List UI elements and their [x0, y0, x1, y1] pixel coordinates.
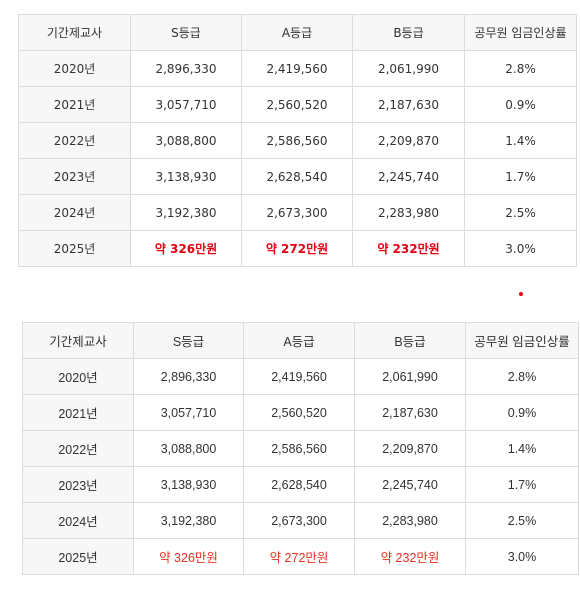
table-header-row: 기간제교사 S등급 A등급 B등급 공무원 임금인상률 [22, 322, 579, 359]
table-cell: 1.4% [465, 430, 579, 467]
table-row: 2022년 3,088,800 2,586,560 2,209,870 1.4% [18, 122, 577, 159]
table-cell: 2,586,560 [243, 430, 355, 467]
year-cell: 2020년 [18, 50, 131, 87]
table-cell: 3,088,800 [130, 122, 242, 159]
table-cell: 2,673,300 [241, 194, 353, 231]
year-cell: 2021년 [18, 86, 131, 123]
table-row: 2021년 3,057,710 2,560,520 2,187,630 0.9% [18, 86, 577, 123]
table-cell: 2.5% [465, 502, 579, 539]
salary-grade-table: 기간제교사 S등급 A등급 B등급 공무원 임금인상률 2020년 2,896,… [18, 14, 577, 267]
table-cell: 2,283,980 [352, 194, 465, 231]
table-cell: 2,419,560 [241, 50, 353, 87]
highlight-cell: 약 232만원 [352, 230, 465, 267]
highlight-cell: 약 272만원 [243, 538, 355, 575]
table-cell: 2,896,330 [130, 50, 242, 87]
year-cell: 2024년 [18, 194, 131, 231]
highlight-cell: 약 232만원 [354, 538, 466, 575]
table-cell: 2,187,630 [354, 394, 466, 431]
table-cell: 3,057,710 [130, 86, 242, 123]
table-row: 2021년 3,057,710 2,560,520 2,187,630 0.9% [22, 394, 579, 431]
table-cell: 2,560,520 [241, 86, 353, 123]
table-cell: 2.8% [464, 50, 577, 87]
year-cell: 2022년 [18, 122, 131, 159]
year-cell: 2021년 [22, 394, 134, 431]
header-cell: B등급 [352, 14, 465, 51]
table-row: 2020년 2,896,330 2,419,560 2,061,990 2.8% [18, 50, 577, 87]
table-row: 2023년 3,138,930 2,628,540 2,245,740 1.7% [18, 158, 577, 195]
table-cell: 3,192,380 [130, 194, 242, 231]
table-cell: 3,138,930 [133, 466, 244, 503]
table-row: 2023년 3,138,930 2,628,540 2,245,740 1.7% [22, 466, 579, 503]
highlight-cell: 약 272만원 [241, 230, 353, 267]
table-cell: 2,209,870 [354, 430, 466, 467]
header-cell: 기간제교사 [18, 14, 131, 51]
table-cell: 2,209,870 [352, 122, 465, 159]
header-cell: A등급 [243, 322, 355, 359]
table-cell: 2,628,540 [241, 158, 353, 195]
table-cell: 2,061,990 [354, 358, 466, 395]
table-row: 2024년 3,192,380 2,673,300 2,283,980 2.5% [22, 502, 579, 539]
table-row: 2025년 약 326만원 약 272만원 약 232만원 3.0% [18, 230, 577, 267]
table-cell: 3.0% [465, 538, 579, 575]
year-cell: 2025년 [22, 538, 134, 575]
table-cell: 3,057,710 [133, 394, 244, 431]
table-cell: 2,061,990 [352, 50, 465, 87]
highlight-cell: 약 326만원 [130, 230, 242, 267]
header-cell: 공무원 임금인상률 [465, 322, 579, 359]
year-cell: 2023년 [18, 158, 131, 195]
year-cell: 2020년 [22, 358, 134, 395]
table-cell: 3.0% [464, 230, 577, 267]
table-row: 2024년 3,192,380 2,673,300 2,283,980 2.5% [18, 194, 577, 231]
table-cell: 2,560,520 [243, 394, 355, 431]
table-row: 2020년 2,896,330 2,419,560 2,061,990 2.8% [22, 358, 579, 395]
header-cell: 기간제교사 [22, 322, 134, 359]
table-cell: 1.7% [464, 158, 577, 195]
table-cell: 2,586,560 [241, 122, 353, 159]
header-cell: 공무원 임금인상률 [464, 14, 577, 51]
table-cell: 1.4% [464, 122, 577, 159]
year-cell: 2025년 [18, 230, 131, 267]
table-cell: 0.9% [464, 86, 577, 123]
year-cell: 2023년 [22, 466, 134, 503]
year-cell: 2022년 [22, 430, 134, 467]
table-row: 2022년 3,088,800 2,586,560 2,209,870 1.4% [22, 430, 579, 467]
header-cell: B등급 [354, 322, 466, 359]
table-cell: 2,673,300 [243, 502, 355, 539]
table-row: 2025년 약 326만원 약 272만원 약 232만원 3.0% [22, 538, 579, 575]
year-cell: 2024년 [22, 502, 134, 539]
header-cell: S등급 [130, 14, 242, 51]
table-cell: 2,245,740 [352, 158, 465, 195]
table-cell: 2,896,330 [133, 358, 244, 395]
table-cell: 1.7% [465, 466, 579, 503]
table-cell: 2,187,630 [352, 86, 465, 123]
table-cell: 0.9% [465, 394, 579, 431]
table-cell: 2,628,540 [243, 466, 355, 503]
highlight-cell: 약 326만원 [133, 538, 244, 575]
header-cell: S등급 [133, 322, 244, 359]
header-cell: A등급 [241, 14, 353, 51]
table-cell: 3,138,930 [130, 158, 242, 195]
table-cell: 2,245,740 [354, 466, 466, 503]
table-cell: 3,088,800 [133, 430, 244, 467]
table-cell: 2.5% [464, 194, 577, 231]
red-dot-marker [519, 292, 523, 296]
table-cell: 3,192,380 [133, 502, 244, 539]
table-cell: 2,283,980 [354, 502, 466, 539]
table-cell: 2,419,560 [243, 358, 355, 395]
table-header-row: 기간제교사 S등급 A등급 B등급 공무원 임금인상률 [18, 14, 577, 51]
table-cell: 2.8% [465, 358, 579, 395]
salary-grade-table-copy: 기간제교사 S등급 A등급 B등급 공무원 임금인상률 2020년 2,896,… [22, 322, 579, 575]
